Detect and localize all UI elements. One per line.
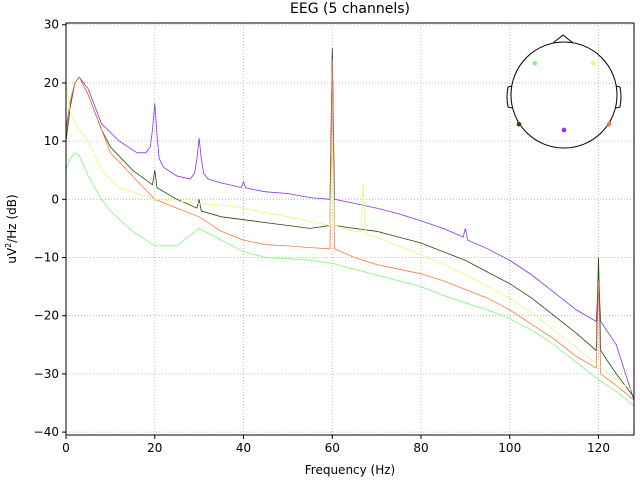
head-nose [552,34,574,44]
y-tick-label: −30 [34,367,59,381]
x-tick-label: 40 [236,441,251,455]
series-lines [65,47,635,407]
sensor-dot [516,121,522,127]
series-line [65,47,635,398]
sensor-dot [532,60,538,66]
x-tick-label: 0 [62,441,70,455]
head-outline [510,41,618,149]
series-line [65,82,635,392]
y-tick-label: 0 [51,192,59,206]
series-line [65,59,635,401]
x-tick-label: 20 [147,441,162,455]
y-axis-label-unit: uV [5,247,19,264]
y-tick-label: 10 [44,134,59,148]
y-tick-label: −10 [34,251,59,265]
head-left-ear [506,85,513,109]
head-right-ear [615,85,622,109]
y-axis-label-rest: /Hz (dB) [5,194,19,242]
y-tick-label: −40 [34,425,59,439]
series-line [65,53,635,401]
plot-frame [65,22,635,436]
x-tick-label: 120 [587,441,610,455]
y-tick-label: 30 [44,18,59,32]
y-tick-label: 20 [44,76,59,90]
sensor-dots [516,60,612,133]
x-axis-ticks: 0 20 40 60 80 100 120 [62,435,610,455]
grid-lines [65,23,634,435]
x-tick-label: 60 [325,441,340,455]
sensor-dot [561,127,567,133]
y-axis-label-superscript: 2 [4,243,13,248]
sensor-dot [590,60,596,66]
sensor-head-inset [506,34,622,149]
x-tick-label: 100 [498,441,521,455]
y-axis-ticks: 30 20 10 0 −10 −20 −30 −40 [34,18,66,439]
y-tick-label: −20 [34,309,59,323]
y-axis-label: uV2/Hz (dB) [4,194,19,263]
chart-title: EEG (5 channels) [290,1,410,17]
x-axis-label: Frequency (Hz) [305,463,396,477]
x-tick-label: 80 [413,441,428,455]
sensor-dot [606,121,612,127]
series-line [65,152,635,407]
